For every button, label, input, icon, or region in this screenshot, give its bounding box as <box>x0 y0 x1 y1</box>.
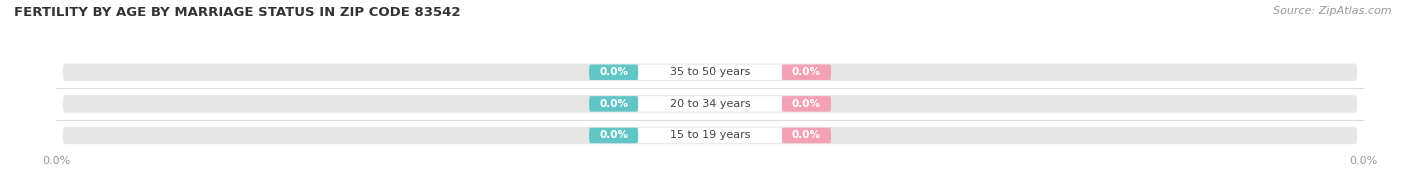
Text: 0.0%: 0.0% <box>792 131 821 141</box>
FancyBboxPatch shape <box>782 96 831 112</box>
FancyBboxPatch shape <box>63 95 1357 113</box>
FancyBboxPatch shape <box>63 127 1357 144</box>
Text: 35 to 50 years: 35 to 50 years <box>669 67 751 77</box>
FancyBboxPatch shape <box>638 64 782 80</box>
Legend: Married, Unmarried: Married, Unmarried <box>623 193 797 196</box>
FancyBboxPatch shape <box>782 128 831 143</box>
Text: 0.0%: 0.0% <box>599 99 628 109</box>
FancyBboxPatch shape <box>589 96 638 112</box>
Text: 0.0%: 0.0% <box>599 131 628 141</box>
Text: 0.0%: 0.0% <box>792 99 821 109</box>
FancyBboxPatch shape <box>638 128 782 143</box>
FancyBboxPatch shape <box>782 64 831 80</box>
Text: 0.0%: 0.0% <box>792 67 821 77</box>
FancyBboxPatch shape <box>589 128 638 143</box>
Text: Source: ZipAtlas.com: Source: ZipAtlas.com <box>1274 6 1392 16</box>
Text: 15 to 19 years: 15 to 19 years <box>669 131 751 141</box>
FancyBboxPatch shape <box>589 64 638 80</box>
Text: 20 to 34 years: 20 to 34 years <box>669 99 751 109</box>
Text: 0.0%: 0.0% <box>599 67 628 77</box>
Text: FERTILITY BY AGE BY MARRIAGE STATUS IN ZIP CODE 83542: FERTILITY BY AGE BY MARRIAGE STATUS IN Z… <box>14 6 461 19</box>
FancyBboxPatch shape <box>638 96 782 112</box>
FancyBboxPatch shape <box>63 64 1357 81</box>
